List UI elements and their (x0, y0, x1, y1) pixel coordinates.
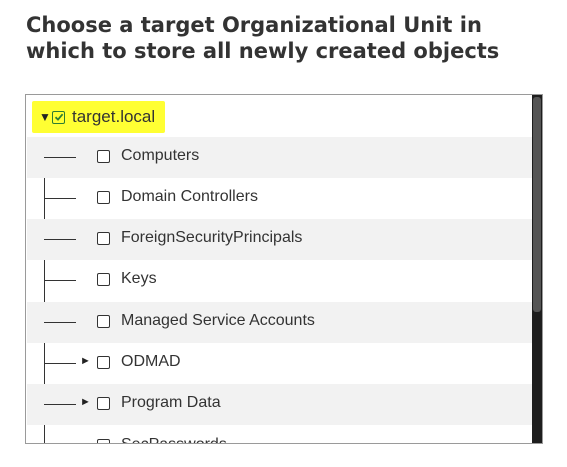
tree-connector (44, 280, 76, 281)
tree-connector (44, 322, 76, 323)
tree-item-label[interactable]: Program Data (121, 394, 221, 411)
root-checkbox[interactable] (52, 110, 65, 124)
triangle-right-icon[interactable]: ► (80, 396, 91, 408)
checkbox-icon[interactable] (97, 439, 110, 443)
ou-tree-panel: ▼ target.local Computers Domain Controll… (25, 94, 543, 444)
tree-connector-line (44, 137, 45, 443)
triangle-down-icon[interactable]: ▼ (39, 110, 51, 124)
tree-connector (44, 404, 76, 405)
tree-item-managed-service-accounts[interactable]: Managed Service Accounts (27, 302, 533, 343)
tree-item-program-data[interactable]: ► Program Data (27, 384, 533, 425)
tree-item-label[interactable]: Computers (121, 147, 200, 164)
tree-item-keys[interactable]: Keys (27, 260, 533, 301)
checkbox-icon[interactable] (97, 273, 110, 286)
tree-root-label[interactable]: target.local (72, 107, 156, 126)
checkbox-icon[interactable] (97, 150, 110, 163)
scrollbar-thumb[interactable] (533, 97, 541, 312)
tree-item-label[interactable]: Keys (121, 270, 157, 287)
checkbox-icon[interactable] (97, 315, 110, 328)
tree-connector (44, 363, 76, 364)
tree-item-label[interactable]: Domain Controllers (121, 188, 258, 205)
tree-item-label[interactable]: SecPasswords (121, 436, 227, 443)
tree-connector (44, 157, 76, 158)
triangle-right-icon[interactable]: ► (80, 355, 91, 367)
tree-root-item[interactable]: ▼ target.local (32, 101, 166, 133)
checkmark-icon (54, 113, 63, 121)
checkbox-icon[interactable] (97, 397, 110, 410)
page-title: Choose a target Organizational Unit in w… (26, 13, 500, 63)
checkbox-icon[interactable] (97, 356, 110, 369)
tree-item-domain-controllers[interactable]: Domain Controllers (27, 178, 533, 219)
tree-item-label[interactable]: ODMAD (121, 353, 181, 370)
checkbox-icon[interactable] (97, 232, 110, 245)
tree-item-label[interactable]: Managed Service Accounts (121, 312, 315, 329)
tree-item-secpasswords[interactable]: SecPasswords (27, 426, 533, 443)
tree-connector (44, 198, 76, 199)
tree-item-label[interactable]: ForeignSecurityPrincipals (121, 229, 303, 246)
tree-connector (44, 239, 76, 240)
tree-item-odmad[interactable]: ► ODMAD (27, 343, 533, 384)
checkbox-icon[interactable] (97, 191, 110, 204)
tree-item-computers[interactable]: Computers (27, 137, 533, 178)
tree-item-foreign-security-principals[interactable]: ForeignSecurityPrincipals (27, 219, 533, 260)
vertical-scrollbar[interactable] (532, 95, 542, 443)
